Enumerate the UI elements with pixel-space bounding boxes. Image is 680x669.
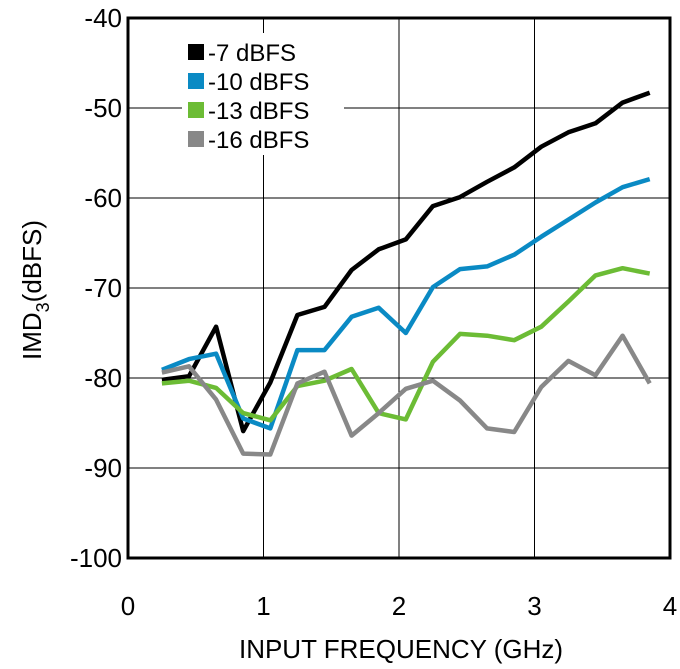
y-tick-label: -80: [84, 363, 122, 393]
series-line-16dbfs: [161, 333, 652, 457]
x-tick-labels: 0 1 2 3 4: [121, 591, 677, 621]
y-tick-label: -100: [70, 543, 122, 573]
x-axis-label: INPUT FREQUENCY (GHz): [239, 634, 563, 664]
y-tick-label: -60: [84, 183, 122, 213]
y-axis-label-main: IMD: [17, 312, 47, 360]
series-line-10dbfs: [161, 176, 651, 431]
y-axis-label: IMD3(dBFS): [17, 220, 53, 360]
x-tick-label: 0: [121, 591, 135, 621]
legend: -7 dBFS-10 dBFS-13 dBFS-16 dBFS: [188, 40, 309, 154]
x-tick-label: 1: [256, 591, 270, 621]
legend-swatch: [188, 73, 204, 89]
series-line-13dbfs: [161, 265, 651, 423]
legend-label: -16 dBFS: [208, 127, 309, 154]
y-tick-label: -50: [84, 93, 122, 123]
x-tick-label: 3: [527, 591, 541, 621]
legend-swatch: [188, 44, 204, 60]
y-tick-label: -90: [84, 453, 122, 483]
legend-label: -13 dBFS: [208, 98, 309, 125]
legend-background: [182, 33, 344, 155]
x-tick-label: 2: [392, 591, 406, 621]
series-line-7dbfs: [161, 90, 651, 434]
plot-frame: [126, 16, 672, 560]
y-axis-label-rest: (dBFS): [17, 220, 47, 302]
x-tick-label: 4: [663, 591, 677, 621]
y-tick-label: -70: [84, 273, 122, 303]
y-tick-labels: -40 -50 -60 -70 -80 -90 -100: [70, 3, 122, 573]
legend-label: -10 dBFS: [208, 69, 309, 96]
legend-swatch: [188, 102, 204, 118]
legend-label: -7 dBFS: [208, 40, 296, 67]
series-lines: [161, 90, 652, 457]
legend-swatch: [188, 131, 204, 147]
y-axis-label-sub: 3: [33, 302, 53, 312]
y-tick-label: -40: [84, 3, 122, 33]
